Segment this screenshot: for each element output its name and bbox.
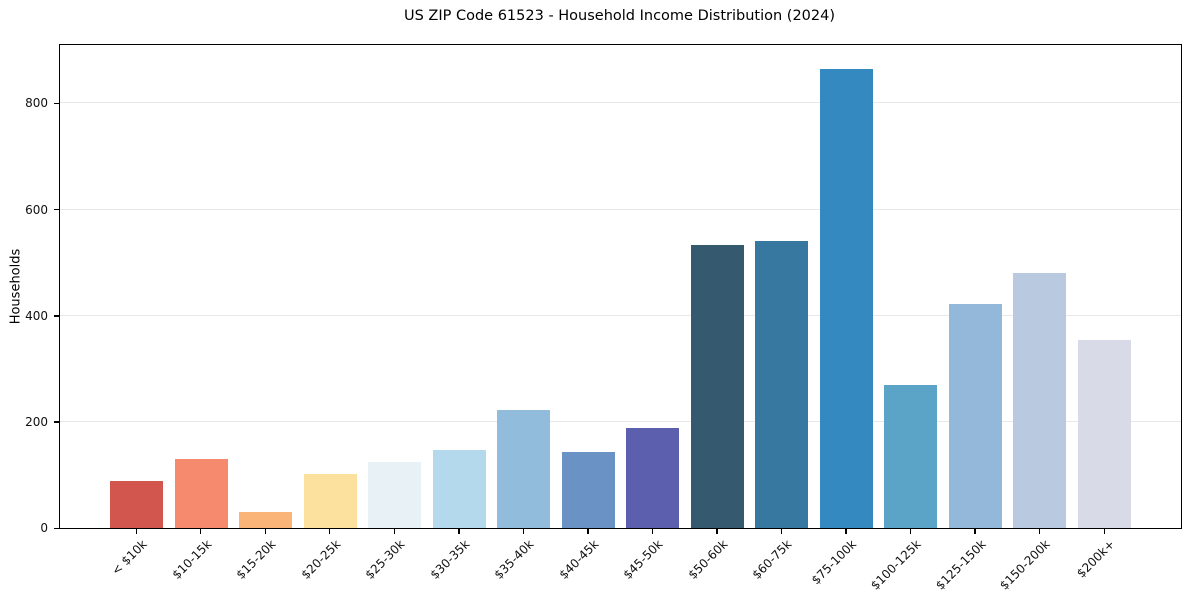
ytick-mark-800 <box>54 102 59 105</box>
bar-$100-125k <box>884 384 938 528</box>
gridline-y600 <box>60 208 1181 210</box>
gridline-y200 <box>60 420 1181 422</box>
xtick-label-6: $35-40k <box>491 537 537 582</box>
xtick-label-14: $150-200k <box>997 537 1053 590</box>
xtick-mark-15 <box>1103 528 1105 534</box>
xtick-label-7: $40-45k <box>556 537 602 582</box>
bar-$15-20k <box>239 511 293 528</box>
xtick-label-13: $125-150k <box>932 537 989 590</box>
xtick-mark-3 <box>329 528 331 534</box>
xtick-mark-13 <box>974 528 976 534</box>
chart-title: US ZIP Code 61523 - Household Income Dis… <box>403 8 836 24</box>
ytick-mark-400 <box>54 315 59 317</box>
xtick-label-10: $60-75k <box>749 537 795 582</box>
bar-$150-200k <box>1013 273 1067 528</box>
bar-$60-75k <box>755 241 809 528</box>
bar-$30-35k <box>432 449 486 528</box>
bar-$200k+ <box>1078 340 1131 528</box>
xtick-mark-14 <box>1038 528 1041 534</box>
xtick-label-1: $10-15k <box>169 537 214 582</box>
xtick-mark-12 <box>909 528 912 534</box>
xtick-label-3: $20-25k <box>298 537 343 582</box>
bar-$35-40k <box>497 410 551 528</box>
xtick-mark-1 <box>200 528 202 534</box>
xtick-label-4: $25-30k <box>362 537 408 582</box>
xtick-label-8: $45-50k <box>620 537 666 582</box>
bar-$25-30k <box>368 462 422 528</box>
ytick-label-800: 800 <box>25 96 48 111</box>
bar-$125-150k <box>948 304 1002 528</box>
xtick-label-5: $30-35k <box>427 537 473 582</box>
bar-$75-100k <box>819 69 873 528</box>
ytick-label-200: 200 <box>25 414 48 429</box>
bar-$40-45k <box>561 451 615 528</box>
ytick-label-400: 400 <box>25 308 48 323</box>
bar-< $10k <box>110 481 163 528</box>
xtick-mark-10 <box>780 528 783 534</box>
bar-$10-15k <box>174 459 228 528</box>
xtick-mark-0 <box>135 528 137 534</box>
xtick-label-2: $15-20k <box>233 537 279 582</box>
bar-$45-50k <box>626 427 680 528</box>
xtick-label-0: < $10k <box>108 537 150 578</box>
bar-$50-60k <box>690 245 744 528</box>
xtick-mark-5 <box>458 528 460 534</box>
xtick-label-9: $50-60k <box>685 537 731 582</box>
gridline-y800 <box>60 102 1181 104</box>
xtick-mark-2 <box>264 528 266 534</box>
xtick-label-12: $100-125k <box>868 537 924 590</box>
xtick-label-15: $200k+ <box>1073 537 1118 581</box>
xtick-mark-7 <box>587 528 589 534</box>
xtick-mark-11 <box>845 528 847 534</box>
gridline-y400 <box>60 314 1181 316</box>
ytick-label-600: 600 <box>25 202 48 217</box>
ytick-mark-0 <box>54 527 59 529</box>
ytick-label-0: 0 <box>40 521 48 535</box>
bar-$20-25k <box>303 473 357 528</box>
ytick-mark-600 <box>54 209 59 211</box>
xtick-mark-9 <box>716 528 718 534</box>
xtick-mark-4 <box>393 528 396 534</box>
ytick-mark-200 <box>54 421 59 423</box>
xtick-mark-8 <box>651 528 654 534</box>
xtick-label-11: $75-100k <box>808 537 860 588</box>
plot-area <box>59 44 1182 529</box>
xtick-mark-6 <box>522 528 525 534</box>
